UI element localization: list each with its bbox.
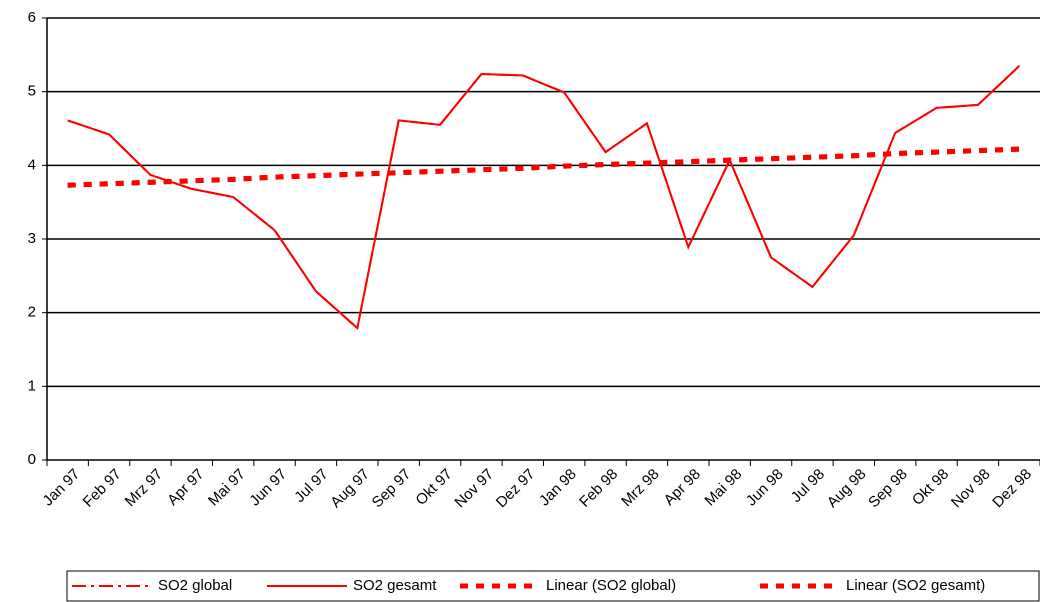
- x-tick-label: Sep 98: [865, 466, 911, 512]
- legend-box: [66, 570, 1040, 602]
- y-tick-label: 5: [28, 83, 36, 100]
- x-tick-label: Dez 98: [989, 466, 1035, 512]
- legend-label: SO2 global: [158, 577, 232, 594]
- x-tick-label: Okt 97: [412, 466, 455, 509]
- x-tick-label: Nov 98: [948, 466, 994, 512]
- x-tick-label: Apr 97: [164, 466, 207, 509]
- x-tick-label: Sep 97: [369, 466, 415, 512]
- x-tick-label: Feb 98: [576, 466, 621, 511]
- x-tick-label: Dez 97: [493, 466, 539, 512]
- x-tick-label: Mai 98: [701, 466, 745, 510]
- x-tick-label: Jul 98: [788, 466, 828, 506]
- x-tick-label: Jun 97: [246, 466, 290, 510]
- legend-label: SO2 gesamt: [353, 577, 437, 594]
- x-tick-label: Apr 98: [661, 466, 704, 509]
- y-tick-label: 6: [28, 9, 36, 26]
- series-line: [67, 65, 1020, 331]
- x-tick-label: Mrz 97: [122, 466, 166, 510]
- x-tick-label: Okt 98: [909, 466, 952, 509]
- x-tick-label: Feb 97: [80, 466, 125, 511]
- x-tick-label: Aug 98: [824, 466, 870, 512]
- series-line: [67, 65, 1020, 331]
- y-tick-label: 0: [28, 451, 36, 468]
- x-tick-label: Jun 98: [743, 466, 787, 510]
- y-tick-label: 4: [28, 156, 36, 173]
- x-tick-label: Mai 97: [205, 466, 249, 510]
- x-tick-label: Aug 97: [327, 466, 373, 512]
- y-tick-label: 1: [28, 377, 36, 394]
- y-tick-label: 2: [28, 304, 36, 321]
- y-tick-label: 3: [28, 230, 36, 247]
- x-tick-label: Jan 98: [536, 466, 580, 510]
- x-tick-label: Nov 97: [451, 466, 497, 512]
- legend-label: Linear (SO2 global): [546, 577, 676, 594]
- x-tick-label: Jan 97: [39, 466, 83, 510]
- x-tick-label: Mrz 98: [618, 466, 662, 510]
- legend-label: Linear (SO2 gesamt): [846, 577, 985, 594]
- x-tick-label: Jul 97: [291, 466, 331, 506]
